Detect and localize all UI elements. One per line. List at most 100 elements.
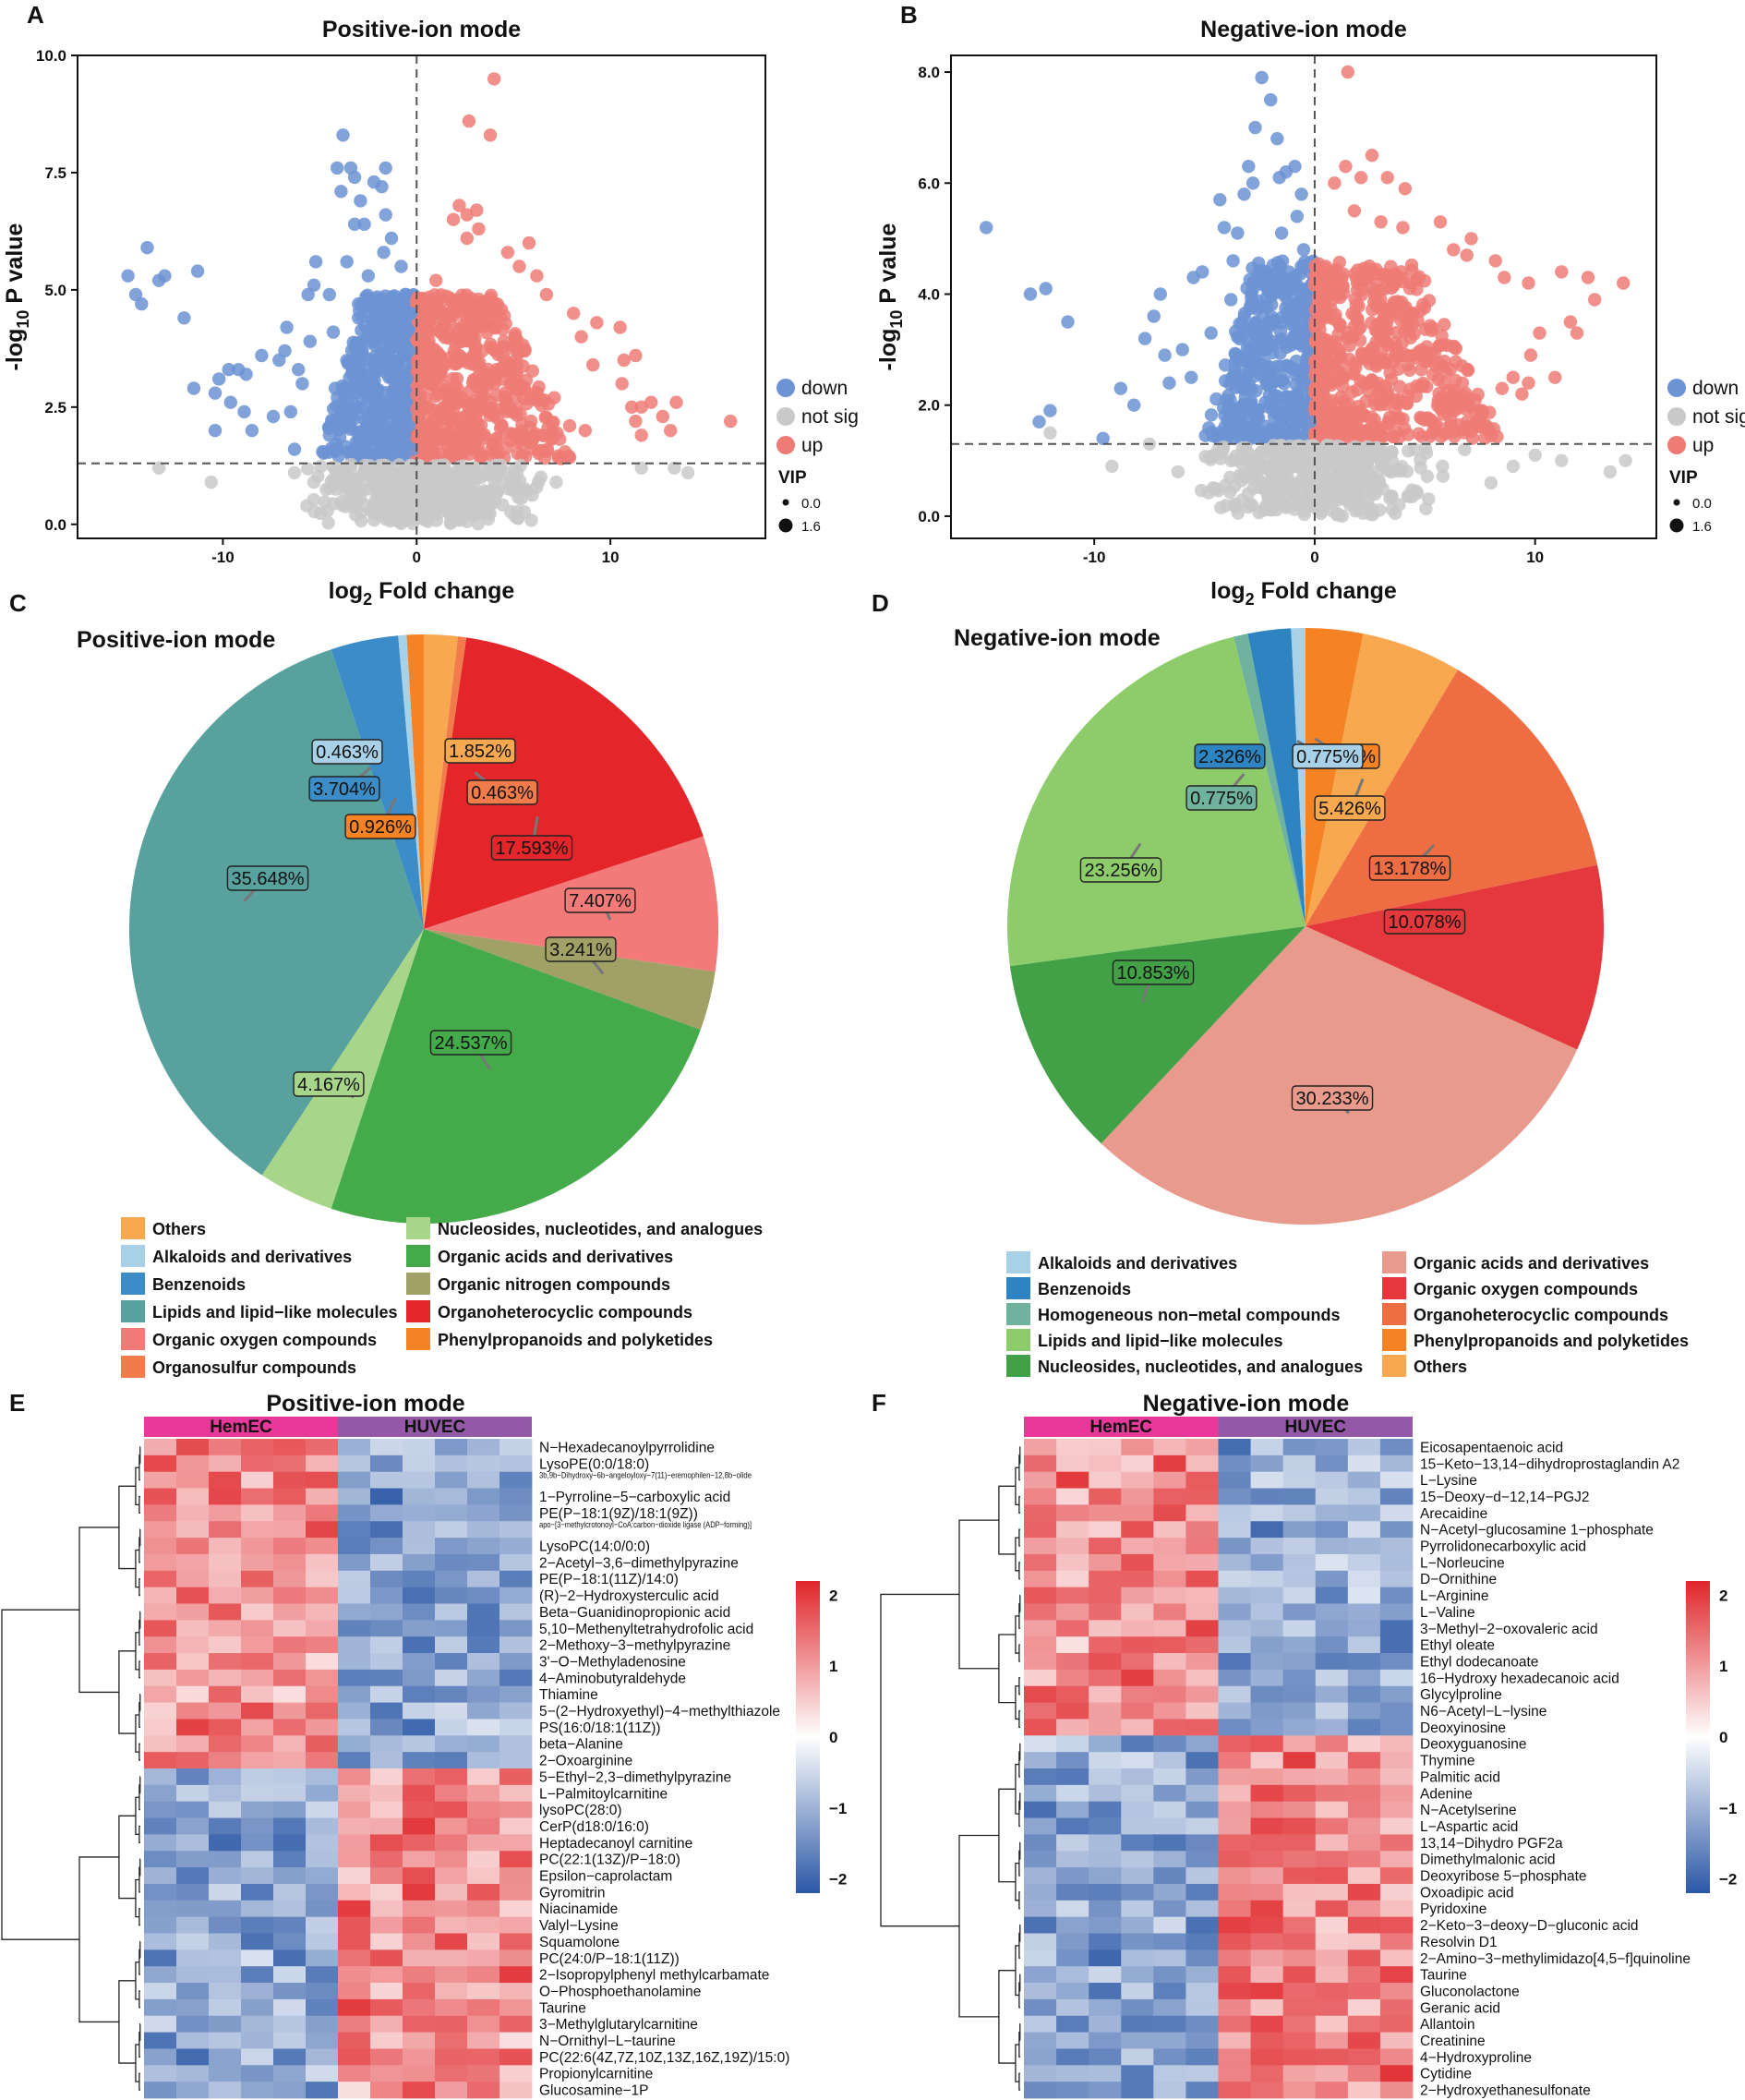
point-up [1318,271,1332,284]
dendrogram-branch [1015,1945,1019,1997]
point-up [475,391,489,404]
heatmap-cell [176,2015,210,2033]
point-down [1023,287,1038,301]
heatmap-cell [338,1669,371,1687]
dendrogram-branch [1015,2044,1019,2082]
heatmap-cell [144,1966,177,1984]
heatmap-cell [209,2032,242,2049]
heatmap-cell [241,1570,274,1588]
point-ns [1323,471,1338,486]
heatmap-cell [1185,1933,1219,1950]
dendrogram-branch [1018,1528,1020,1547]
heatmap-cell [499,2015,533,2033]
row-label: CerP(d18:0/16:0) [539,1819,649,1835]
legend-swatch-notsig [776,407,795,426]
point-up [1353,333,1367,347]
point-down [1061,315,1075,329]
heatmap-cell [1024,1603,1057,1621]
heatmap-cell [306,1768,339,1786]
point-ns [1419,501,1433,515]
point-up [1374,284,1388,297]
point-down [1162,376,1176,390]
heatmap-cell [1282,1966,1317,1984]
heatmap-cell [1347,1752,1381,1769]
heatmap-cell [176,2032,210,2049]
heatmap-cell [435,1587,468,1604]
heatmap-cell [467,1851,500,1868]
heatmap-cell [1153,1867,1186,1885]
point-up [1321,287,1335,301]
heatmap-cell [467,1454,500,1473]
heatmap-cell [1315,1998,1349,2017]
heatmap-cell [241,1504,274,1522]
heatmap-cell [1379,1702,1414,1720]
point-ns [1267,439,1281,453]
heatmap-cell [435,1521,468,1539]
group-label: HemEC [1089,1418,1152,1437]
point-ns [463,483,478,498]
heatmap-cell [338,1933,371,1950]
pie-label-box [545,936,617,962]
heatmap-cell [1315,1553,1349,1572]
heatmap-cell [144,1620,177,1637]
heatmap-cell [241,1439,274,1456]
point-up [613,320,627,334]
heatmap-cell [209,1521,242,1539]
heatmap-cell [1250,1570,1284,1588]
point-down [266,409,281,424]
heatmap-cell [1089,1933,1122,1950]
heatmap-cell [1282,1702,1317,1720]
point-down [374,324,388,339]
heatmap-cell [1056,1702,1089,1720]
heatmap-cell [370,1471,403,1489]
heatmap-cell [1185,1454,1219,1473]
point-up [441,447,455,462]
y-tick-label: 10.0 [36,47,66,65]
point-down [1147,309,1161,323]
point-down [177,311,191,325]
heatmap-cell [144,1439,177,1456]
heatmap-cell [1185,2048,1219,2066]
dendrogram-branch [958,1519,999,1670]
legend-swatch-up [1667,436,1686,454]
heatmap-cell [241,2015,274,2033]
heatmap-cell [1089,1735,1122,1753]
point-up [456,433,470,447]
point-down [237,404,251,419]
heatmap-cell [1347,1867,1381,1885]
heatmap-cell [241,1603,274,1621]
legend-label: Nucleosides, nucleotides, and analogues [438,1220,763,1238]
heatmap-cell [1056,1966,1089,1984]
point-down [379,208,392,222]
heatmap-cell [1121,1471,1154,1489]
heatmap-cell [1121,1867,1154,1885]
heatmap-cell [1024,1521,1057,1539]
y-tick-label: 8.0 [918,64,940,81]
row-label: L−Lysine [1420,1473,1477,1489]
pie-label-box [308,776,380,802]
heatmap-cell [1218,1817,1251,1835]
point-ns [1250,449,1264,463]
heatmap-cell [1024,2065,1057,2082]
heatmap-cell [467,2015,500,2033]
legend-vip-max: 1.6 [801,519,821,535]
heatmap-cell [370,1653,403,1671]
pie-slice-benzenoids [1247,628,1306,926]
legend-label: Lipids and lipid−like molecules [152,1303,398,1322]
heatmap-cell [241,1538,274,1555]
point-down [283,404,297,419]
heatmap-cell [435,1998,468,2017]
heatmap-cell [370,1587,403,1604]
heatmap-cell [176,1851,210,1868]
heatmap-cell [1347,2048,1381,2066]
heatmap-cell [306,1933,339,1950]
point-up [1393,312,1408,327]
heatmap-cell [241,1768,274,1786]
heatmap-cell [176,1653,210,1671]
y-axis-label: -log10 P value [875,223,906,370]
dendrogram-branch [998,1634,1016,1704]
point-up [423,296,438,311]
heatmap-cell [144,1867,177,1885]
heatmap-cell [370,1603,403,1621]
heatmap-cell [1315,1801,1349,1818]
